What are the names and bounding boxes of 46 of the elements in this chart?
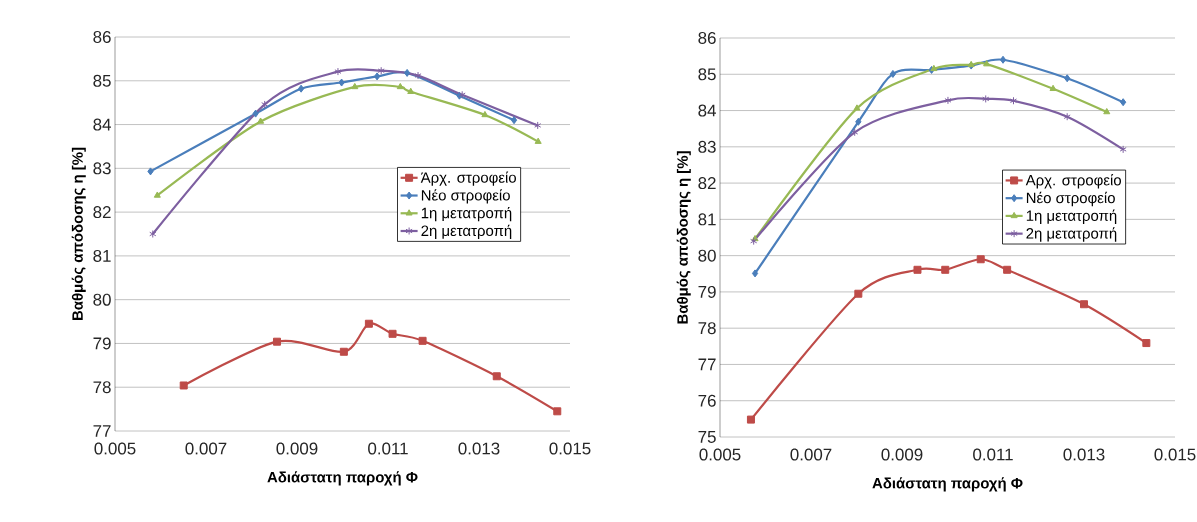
y-tick-label: 86 [93, 31, 111, 44]
x-tick-label: 0.005 [94, 442, 136, 455]
y-tick-label: 77 [93, 425, 111, 437]
y-tick-label: 77 [698, 358, 716, 371]
x-tick-label: 0.011 [368, 442, 408, 455]
y-tick-label: 80 [698, 249, 716, 262]
legend-label: 2η μετατροπή [1026, 227, 1117, 242]
y-tick-label: 86 [698, 32, 716, 44]
x-tick-label: 0.007 [185, 442, 227, 455]
y-axis-title: Βαθμός απόδοσης η [%] [676, 151, 691, 324]
y-tick-label: 85 [93, 74, 111, 87]
y-tick-label: 81 [93, 249, 111, 262]
x-tick-label: 0.011 [973, 448, 1013, 461]
x-tick-label: 0.005 [699, 448, 741, 461]
legend-label: 2η μετατροπή [421, 224, 512, 239]
y-tick-label: 81 [698, 213, 716, 226]
y-tick-label: 82 [93, 206, 111, 219]
x-axis-title: Αδιάστατη παροχή Φ [872, 477, 1023, 492]
y-axis-title: Βαθμός απόδοσης η [%] [71, 147, 86, 320]
y-tick-label: 78 [93, 381, 111, 394]
legend-label: 1η μετατροπή [1026, 209, 1117, 224]
x-tick-label: 0.015 [549, 442, 591, 455]
x-tick-label: 0.009 [881, 448, 923, 461]
legend-label: Αρχ. στροφείο [1025, 174, 1121, 189]
x-tick-label: 0.013 [1063, 448, 1105, 461]
y-tick-label: 83 [698, 140, 716, 153]
y-tick-label: 84 [698, 104, 716, 117]
y-tick-label: 85 [698, 68, 716, 81]
legend-label: 1η μετατροπή [421, 206, 512, 222]
legend-label: Άρχ. στροφείο [420, 171, 516, 186]
legend-label: Νέο στροφείο [421, 189, 510, 204]
x-axis-title: Αδιάστατη παροχή Φ [267, 471, 418, 486]
legend-label: Νέο στροφείο [1026, 191, 1115, 207]
y-tick-label: 79 [93, 337, 111, 350]
x-tick-label: 0.013 [458, 442, 500, 455]
y-tick-label: 76 [698, 394, 716, 407]
y-tick-label: 83 [93, 162, 111, 175]
y-tick-label: 79 [698, 285, 716, 298]
y-tick-label: 78 [698, 322, 716, 335]
y-tick-label: 84 [93, 118, 111, 131]
y-tick-label: 75 [698, 431, 716, 443]
x-tick-label: 0.009 [276, 442, 318, 455]
y-tick-label: 82 [698, 177, 716, 190]
x-tick-label: 0.015 [1154, 448, 1196, 461]
x-tick-label: 0.007 [790, 448, 832, 461]
y-tick-label: 80 [93, 293, 111, 306]
